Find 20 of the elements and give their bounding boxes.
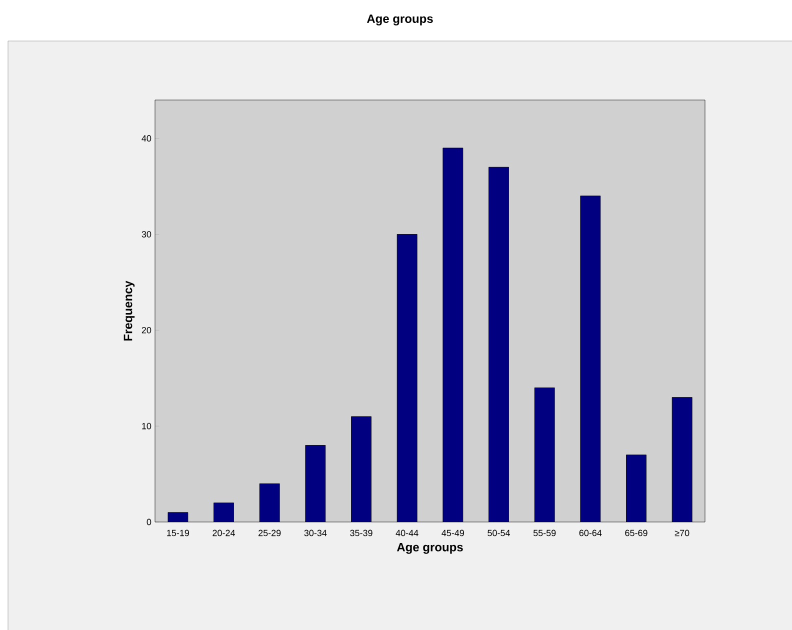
x-tick-label: 55-59 <box>533 530 556 536</box>
x-tick-label: 50-54 <box>488 530 510 536</box>
x-axis-title: Age groups <box>396 543 463 554</box>
y-tick-label: 30 <box>142 231 152 238</box>
x-tick-label: 60-64 <box>579 530 602 536</box>
y-tick-label: 40 <box>142 135 152 142</box>
y-tick-label: 10 <box>142 422 152 430</box>
y-tick-label: 0 <box>146 518 152 526</box>
x-tick-label: 20-24 <box>212 530 235 536</box>
y-tick-label: 20 <box>142 326 152 334</box>
x-tick-label: 40-44 <box>396 530 418 536</box>
x-tick-label: 35-39 <box>350 530 372 536</box>
chart-title: Age groups <box>366 14 433 26</box>
x-tick-label: 25-29 <box>258 530 281 536</box>
x-tick-label: 30-34 <box>304 530 327 536</box>
x-tick-label: 15-19 <box>167 530 189 536</box>
x-tick-label: ≥70 <box>674 530 690 536</box>
x-tick-label: 45-49 <box>442 530 464 536</box>
x-tick-label: 65-69 <box>625 530 648 536</box>
y-axis-title: Frequency <box>124 280 135 341</box>
